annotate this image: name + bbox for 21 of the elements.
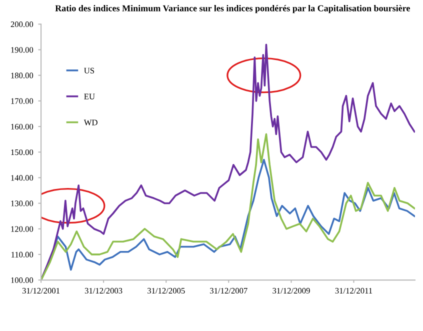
x-tick-label: 31/12/2003: [84, 288, 122, 294]
y-tick-label: 200.00: [10, 22, 34, 28]
x-tick-label: 31/12/2005: [148, 288, 185, 294]
y-tick-label: 180.00: [11, 72, 34, 78]
x-tick-label: 31/12/2009: [272, 288, 310, 294]
y-tick-label: 160.00: [11, 124, 34, 130]
y-tick-label: 140.00: [11, 175, 34, 181]
x-tick-label: 31/12/2001: [22, 288, 60, 294]
x-tick-label: 31/12/2011: [335, 288, 372, 294]
y-tick-label: 150.00: [11, 149, 34, 156]
y-tick-label: 190.00: [11, 47, 34, 53]
y-tick-label: 170.00: [11, 98, 34, 104]
y-tick-label: 110.00: [12, 252, 34, 258]
chart-title: Ratio des indices Minimum Variance sur les indices pondérés par la Capitalisation boursière: [55, 4, 410, 14]
y-tick-label: 100.00: [11, 277, 34, 284]
y-tick-label: 130.00: [11, 200, 34, 206]
legend-label: WD: [84, 120, 98, 126]
legend-label: US: [84, 68, 94, 74]
x-tick-label: 31/12/2007: [210, 288, 248, 294]
legend-label: EU: [84, 94, 95, 100]
y-tick-label: 120.00: [11, 226, 34, 232]
